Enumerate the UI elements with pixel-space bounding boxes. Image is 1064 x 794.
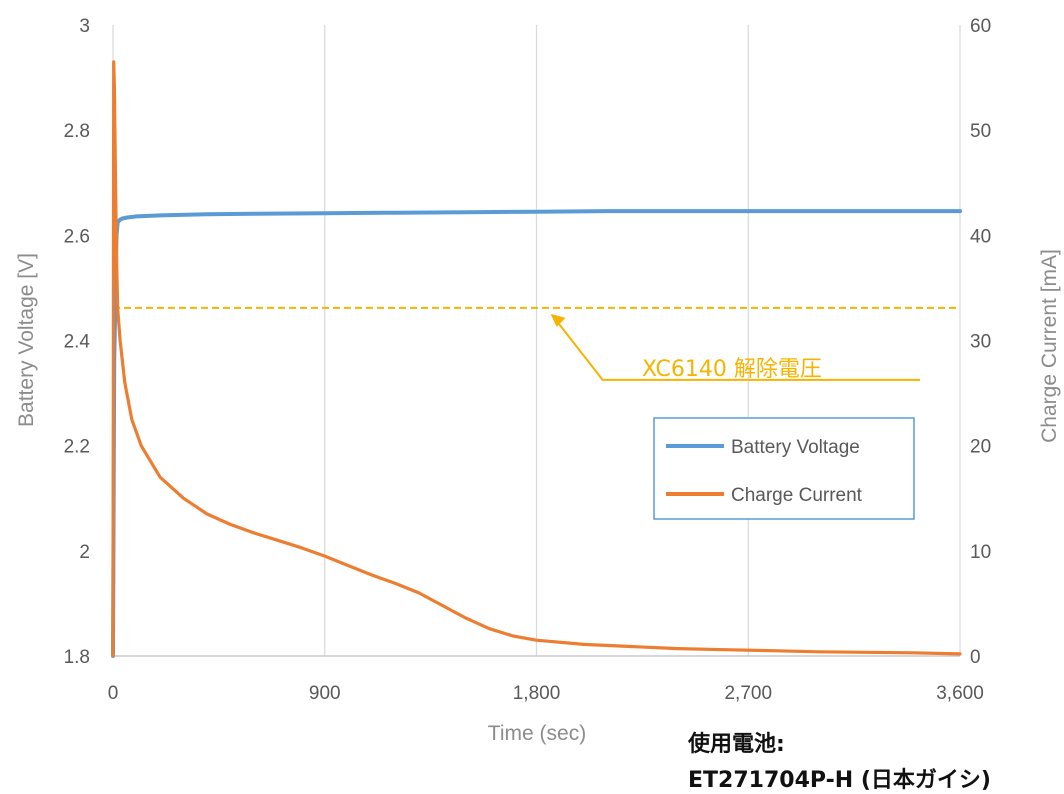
y-right-tick-label: 20	[970, 437, 991, 458]
y-left-tick-label: 2	[79, 542, 90, 563]
series-line-charge-current	[111, 60, 962, 658]
y-left-tick-label: 2.2	[64, 437, 90, 458]
reference-layer	[113, 306, 960, 381]
y-right-axis-title: Charge Current [mA]	[1038, 249, 1061, 443]
x-tick-label: 900	[309, 683, 341, 704]
x-tick-label: 0	[108, 683, 119, 704]
y-left-tick-labels: 1.8 2 2.2 2.4 2.6 2.8 3	[64, 16, 91, 668]
y-right-tick-label: 40	[970, 226, 991, 247]
legend: Battery Voltage Charge Current	[653, 417, 915, 520]
y-left-tick-label: 2.4	[64, 332, 91, 353]
y-left-axis-title: Battery Voltage [V]	[15, 253, 38, 427]
y-right-tick-label: 10	[970, 542, 991, 563]
y-left-tick-label: 1.8	[64, 647, 90, 668]
legend-box	[653, 417, 915, 520]
legend-label-battery-voltage: Battery Voltage	[731, 437, 860, 458]
reference-arrowhead	[550, 313, 566, 327]
grid-lines	[112, 25, 961, 656]
x-tick-labels: 0 900 1,800 2,700 3,600	[108, 683, 984, 704]
x-tick-label: 1,800	[513, 683, 561, 704]
legend-label-charge-current: Charge Current	[731, 485, 863, 506]
y-right-tick-label: 60	[970, 16, 991, 37]
x-tick-label: 3,600	[936, 683, 984, 704]
y-right-tick-labels: 0 10 20 30 40 50 60	[970, 16, 991, 668]
y-right-tick-label: 30	[970, 332, 991, 353]
reference-leader-line	[555, 320, 920, 381]
y-right-tick-label: 50	[970, 121, 991, 142]
series-layer	[111, 60, 962, 658]
x-tick-label: 2,700	[724, 683, 772, 704]
y-right-tick-label: 0	[970, 647, 981, 668]
x-axis-title: Time (sec)	[488, 722, 586, 745]
y-left-tick-label: 2.8	[64, 121, 90, 142]
battery-note-line2: ET271704P-H (日本ガイシ)	[688, 768, 991, 793]
battery-note-line1: 使用電池:	[688, 732, 785, 757]
reference-line-label: XC6140 解除電圧	[642, 357, 822, 382]
y-left-tick-label: 3	[79, 16, 90, 37]
y-left-tick-label: 2.6	[64, 226, 90, 247]
